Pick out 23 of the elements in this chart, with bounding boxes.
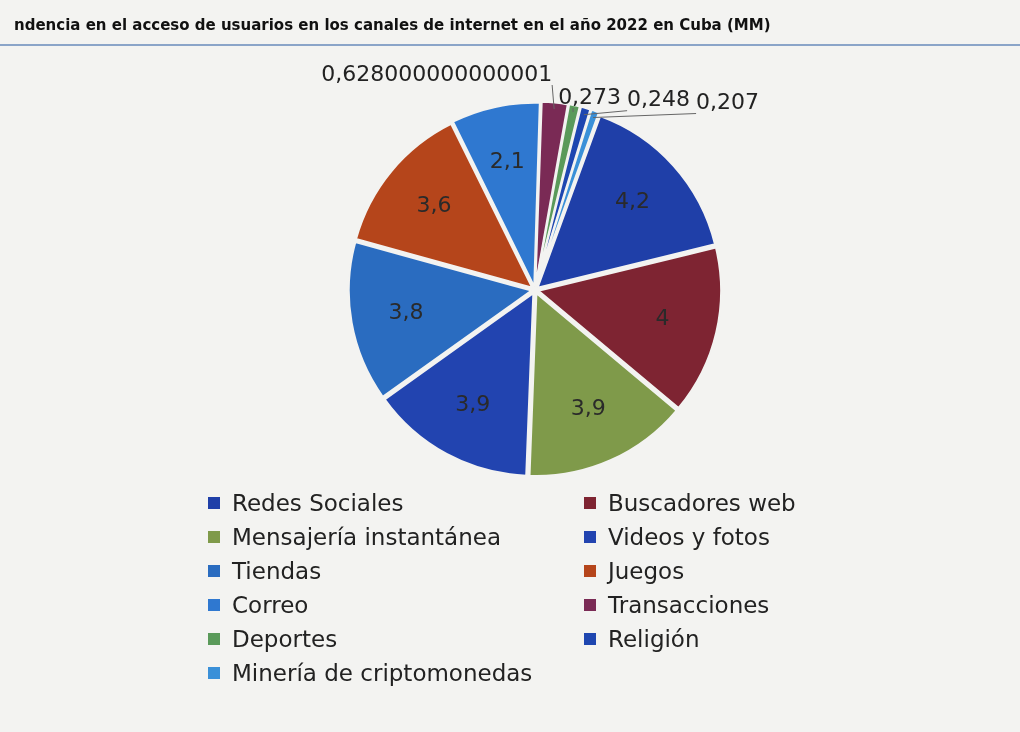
data-label: 3,8 <box>388 298 424 324</box>
data-label: 4,2 <box>615 188 651 214</box>
legend-label: Correo <box>232 592 309 618</box>
legend-label: Videos y fotos <box>608 524 770 550</box>
legend-label: Redes Sociales <box>232 490 404 516</box>
legend-label: Minería de criptomonedas <box>232 660 533 686</box>
legend-label: Transacciones <box>608 592 770 618</box>
chart-title: ndencia en el acceso de usuarios en los canales de internet en el año 2022 en Cuba (MM) <box>14 16 771 34</box>
data-label: 2,1 <box>489 147 525 173</box>
legend-label: Religión <box>608 626 700 652</box>
legend-label: Deportes <box>232 626 338 652</box>
data-label: 0,207 <box>696 89 760 115</box>
legend-label: Mensajería instantánea <box>232 524 502 550</box>
data-label: 3,9 <box>455 391 491 417</box>
data-label: 3,6 <box>416 192 452 218</box>
data-label: 3,9 <box>570 395 606 421</box>
data-label: 0,273 <box>558 83 622 109</box>
data-label: 0,248 <box>627 86 691 112</box>
legend-label: Juegos <box>608 558 685 584</box>
data-label: 0,628000000000001 <box>321 60 553 86</box>
data-label: 4 <box>655 305 670 331</box>
legend-label: Buscadores web <box>608 490 796 516</box>
legend-label: Tiendas <box>232 558 322 584</box>
